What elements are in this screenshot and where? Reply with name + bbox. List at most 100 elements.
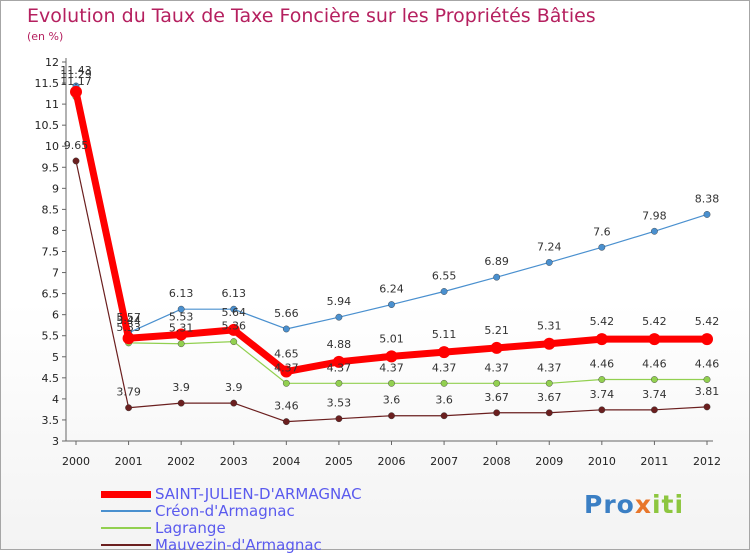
data-point (70, 85, 82, 98)
data-label: 3.79 (116, 386, 141, 399)
x-tick-label: 2005 (325, 455, 353, 468)
data-label: 3.9 (225, 381, 243, 394)
data-point (598, 243, 606, 251)
data-label: 11.43 (60, 64, 92, 77)
y-tick-label: 3 (52, 435, 59, 448)
data-point (388, 412, 395, 420)
data-label: 5.64 (222, 306, 247, 319)
data-label: 4.46 (642, 358, 667, 371)
data-point (651, 376, 658, 383)
data-label: 7.24 (537, 240, 562, 253)
x-tick-label: 2007 (430, 455, 458, 468)
data-point (227, 323, 240, 336)
y-tick-label: 7 (52, 267, 59, 280)
x-tick-label: 2003 (220, 455, 248, 468)
data-label: 5.44 (116, 314, 141, 327)
data-label: 5.42 (695, 315, 720, 328)
data-point (335, 379, 343, 387)
data-point (177, 305, 185, 313)
data-point (122, 332, 135, 345)
data-point (282, 379, 290, 387)
data-label: 3.74 (590, 388, 615, 401)
data-point (651, 406, 658, 414)
y-tick-label: 5.5 (42, 330, 60, 343)
data-label: 4.46 (695, 358, 720, 371)
data-label: 6.13 (169, 287, 194, 300)
data-label: 3.67 (484, 391, 509, 404)
data-label: 9.65 (64, 139, 89, 152)
data-label: 4.37 (484, 361, 509, 374)
data-label: 3.6 (435, 394, 453, 407)
data-point (175, 328, 188, 341)
data-label: 4.37 (432, 361, 457, 374)
data-point (543, 337, 556, 350)
data-point (230, 399, 238, 407)
data-point (335, 415, 343, 423)
logo-part: iti (651, 490, 685, 519)
chart-title: Evolution du Taux de Taxe Foncière sur l… (27, 5, 596, 27)
data-point (332, 355, 345, 368)
data-label: 4.37 (379, 361, 404, 374)
data-label: 5.33 (116, 321, 141, 334)
data-label: 5.57 (116, 311, 141, 324)
logo-part: Pro (584, 490, 635, 519)
data-label: 3.46 (274, 400, 299, 413)
series-3 (70, 85, 713, 378)
legend-swatch (101, 527, 151, 529)
data-point (230, 305, 238, 313)
y-tick-label: 4.5 (42, 372, 60, 385)
data-point (72, 157, 80, 165)
data-point (701, 333, 713, 346)
data-label: 5.66 (274, 307, 299, 320)
legend-label: Lagrange (155, 519, 226, 537)
data-label: 8.38 (695, 192, 720, 205)
data-point (177, 340, 185, 348)
data-point (493, 379, 501, 387)
data-point (438, 346, 451, 359)
data-point (280, 365, 293, 378)
legend-label: Créon-d'Armagnac (155, 502, 295, 520)
y-tick-label: 3.5 (42, 414, 60, 427)
x-tick-label: 2001 (115, 455, 143, 468)
data-label: 5.53 (169, 310, 194, 323)
data-point (545, 259, 553, 266)
x-tick-label: 2004 (272, 455, 300, 468)
data-point (282, 325, 290, 333)
data-label: 3.81 (695, 385, 720, 398)
data-point (125, 404, 132, 412)
data-point (598, 406, 606, 414)
x-tick-label: 2006 (378, 455, 406, 468)
data-label: 6.55 (432, 270, 457, 283)
data-point (177, 399, 185, 407)
data-label: 4.37 (327, 361, 352, 374)
data-point (440, 379, 448, 387)
data-point (493, 273, 501, 281)
data-label: 3.67 (537, 391, 562, 404)
data-point (545, 379, 553, 387)
data-point (648, 333, 661, 346)
data-label: 11.17 (60, 75, 92, 88)
data-point (440, 412, 448, 420)
data-label: 6.24 (379, 283, 404, 296)
legend-swatch (101, 490, 151, 498)
data-label: 11.29 (60, 68, 92, 81)
data-point (385, 350, 398, 363)
data-point (703, 211, 711, 218)
y-tick-label: 8 (52, 224, 59, 237)
x-tick-label: 2012 (693, 455, 721, 468)
y-tick-label: 7.5 (42, 246, 60, 259)
x-tick-label: 2011 (640, 455, 668, 468)
data-label: 5.31 (537, 320, 562, 333)
line-chart: 3 3.5 4 4.5 5 5.5 6 6.5 7 7.5 8 8.5 9 9.5 10 10.5 11 11.5… (35, 56, 722, 468)
y-tick-label: 4 (52, 393, 59, 406)
data-point (703, 403, 711, 411)
data-label: 5.21 (484, 324, 509, 337)
y-tick-label: 5 (52, 351, 59, 364)
chart-subtitle: (en %) (27, 30, 64, 43)
data-label: 3.74 (642, 388, 667, 401)
data-point (595, 333, 608, 346)
series-0 (72, 157, 711, 426)
x-tick-label: 2010 (588, 455, 616, 468)
data-point (651, 227, 658, 235)
